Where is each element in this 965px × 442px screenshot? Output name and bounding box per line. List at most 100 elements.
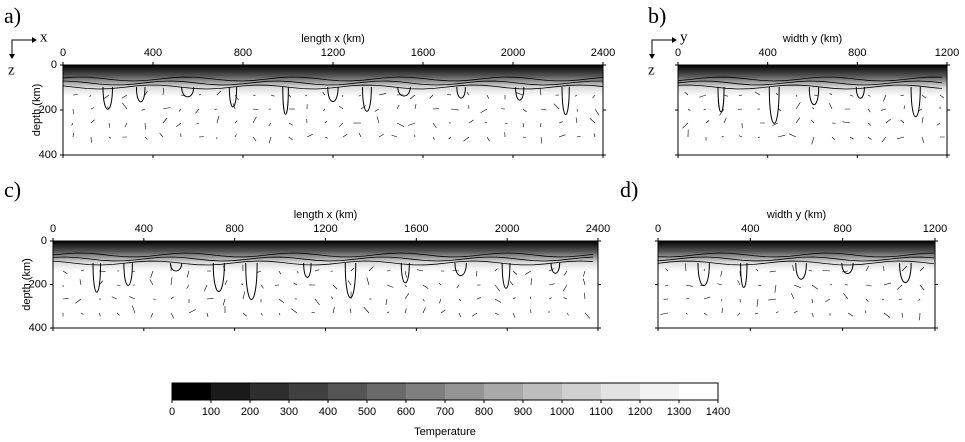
y-tick-label: 0 [51,59,57,71]
velocity-arrow [847,312,854,317]
velocity-arrow [512,270,518,275]
velocity-arrow [288,94,292,98]
y-tick-label: 200 [29,278,47,290]
velocity-arrow [530,278,532,286]
axis-glyph [651,39,672,54]
velocity-arrow [417,269,424,272]
velocity-arrow [566,312,569,316]
plume-contour [808,86,820,106]
color-segment [445,383,485,400]
plume-contour [181,86,195,98]
velocity-arrow [198,94,202,96]
velocity-arrow [196,122,200,125]
plume-contour [768,86,780,124]
velocity-arrow [385,298,388,305]
color-segment [289,383,329,400]
plume-contour [717,86,725,113]
velocity-arrow [558,134,566,138]
velocity-arrow [582,278,586,286]
velocity-arrow [548,283,555,286]
colorbar-title: Temperature [414,426,476,438]
velocity-arrow [195,108,200,114]
velocity-arrow [438,282,442,286]
velocity-arrow [149,279,154,286]
velocity-arrow [72,108,74,115]
velocity-arrow [176,122,182,128]
velocity-arrow [159,132,164,138]
velocity-arrow [919,284,925,291]
velocity-arrow [831,136,836,140]
velocity-arrow [206,312,209,318]
x-tick-label: 400 [758,47,776,59]
velocity-arrow [703,296,711,300]
velocity-arrow [594,108,600,116]
velocity-arrow [494,284,501,292]
velocity-arrow [901,312,903,318]
velocity-arrow [900,94,905,97]
velocity-arrow [240,283,244,286]
velocity-arrow [144,136,148,140]
velocity-arrow [79,279,82,286]
velocity-arrow [775,311,779,314]
velocity-arrow [494,312,500,316]
color-segment [406,383,446,400]
velocity-arrow [865,298,869,302]
velocity-arrow [234,94,239,101]
velocity-arrow [919,266,925,272]
velocity-arrow [90,107,95,110]
color-segment [211,383,251,400]
velocity-arrow [486,136,490,142]
panel-label: d) [620,177,638,202]
velocity-arrow [89,94,92,98]
velocity-arrow [789,133,797,138]
velocity-arrow [332,284,338,290]
velocity-arrow [705,120,710,124]
velocity-arrow [347,280,352,286]
axis-glyph [11,39,32,54]
velocity-arrow [717,283,723,286]
velocity-arrow [288,122,293,126]
velocity-arrow [350,267,355,272]
velocity-arrow [810,119,815,124]
velocity-arrow [720,270,723,277]
x-tick-label: 800 [234,47,252,59]
velocity-arrow [440,309,446,314]
field-background [63,65,603,155]
velocity-arrow [812,107,815,110]
velocity-arrow [867,136,872,140]
velocity-arrow [509,281,514,286]
velocity-arrow [723,117,727,124]
velocity-arrow [583,270,586,277]
velocity-arrow [232,103,236,110]
velocity-arrow [144,122,146,130]
velocity-arrow [723,94,728,97]
velocity-arrow [409,94,416,100]
velocity-arrow [296,270,299,274]
velocity-arrow [883,94,887,102]
velocity-arrow [476,297,481,300]
velocity-arrow [515,92,524,96]
velocity-arrow [358,132,362,138]
velocity-arrow [121,94,128,99]
velocity-arrow [62,270,68,275]
velocity-arrow [563,297,568,300]
axis-glyph-z: z [8,62,15,78]
x-axis-title: width y (km) [766,209,826,221]
velocity-arrow [883,282,892,286]
velocity-arrow [480,108,488,113]
x-tick-label: 800 [833,223,851,235]
velocity-arrow [324,136,328,139]
velocity-arrow [278,312,281,316]
velocity-arrow [921,116,924,124]
velocity-arrow [842,270,849,273]
velocity-arrow [270,94,275,97]
contour-line [62,80,604,86]
velocity-arrow [278,270,282,275]
velocity-arrow [755,312,759,315]
velocity-arrow [256,270,262,273]
velocity-arrow [178,108,182,112]
velocity-arrow [772,122,779,126]
velocity-arrow [216,90,222,96]
colorbar-tick-label: 600 [397,406,415,418]
velocity-arrow [665,284,669,287]
